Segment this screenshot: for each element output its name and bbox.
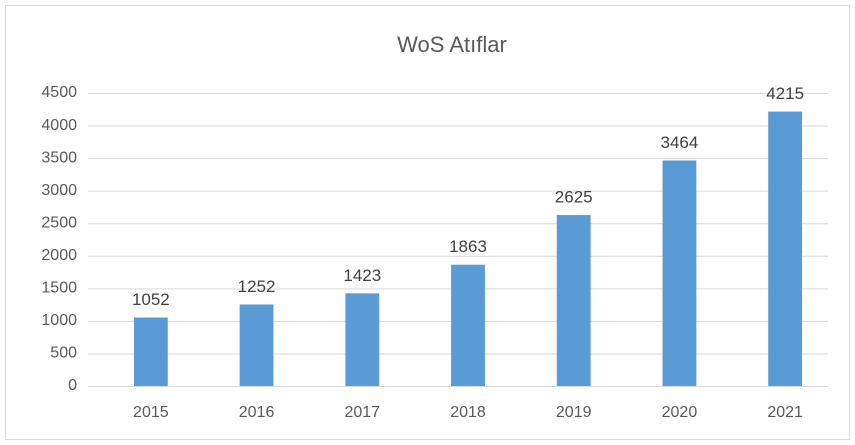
- bar: [133, 317, 168, 386]
- y-tick-label: 1500: [41, 280, 77, 297]
- y-tick-label: 2500: [41, 214, 77, 231]
- x-tick-label: 2016: [239, 404, 275, 421]
- x-tick-label: 2020: [662, 404, 698, 421]
- y-tick-label: 4500: [41, 84, 77, 101]
- y-tick-label: 500: [50, 345, 77, 362]
- y-tick-label: 0: [68, 377, 77, 394]
- data-label: 1423: [343, 266, 381, 285]
- y-tick-label: 3000: [41, 182, 77, 199]
- bar: [239, 304, 274, 386]
- x-tick-label: 2021: [767, 404, 803, 421]
- chart-title: WoS Atıflar: [397, 32, 507, 57]
- x-tick-label: 2018: [450, 404, 486, 421]
- data-label: 3464: [661, 133, 699, 152]
- x-tick-label: 2019: [556, 404, 592, 421]
- y-tick-label: 1000: [41, 312, 77, 329]
- y-tick-label: 4000: [41, 117, 77, 134]
- bar: [768, 111, 803, 386]
- data-label: 1863: [449, 237, 487, 256]
- x-tick-label: 2017: [344, 404, 380, 421]
- data-label: 4215: [766, 84, 804, 103]
- bar: [556, 215, 591, 386]
- bar: [451, 264, 485, 386]
- bar: [345, 293, 380, 386]
- y-tick-label: 3500: [41, 149, 77, 166]
- data-label: 1252: [238, 277, 276, 296]
- y-tick-label: 2000: [41, 247, 77, 264]
- data-label: 1052: [132, 290, 170, 309]
- x-tick-label: 2015: [133, 404, 169, 421]
- data-label: 2625: [555, 188, 593, 207]
- bar: [662, 160, 697, 386]
- chart-border: [5, 5, 850, 440]
